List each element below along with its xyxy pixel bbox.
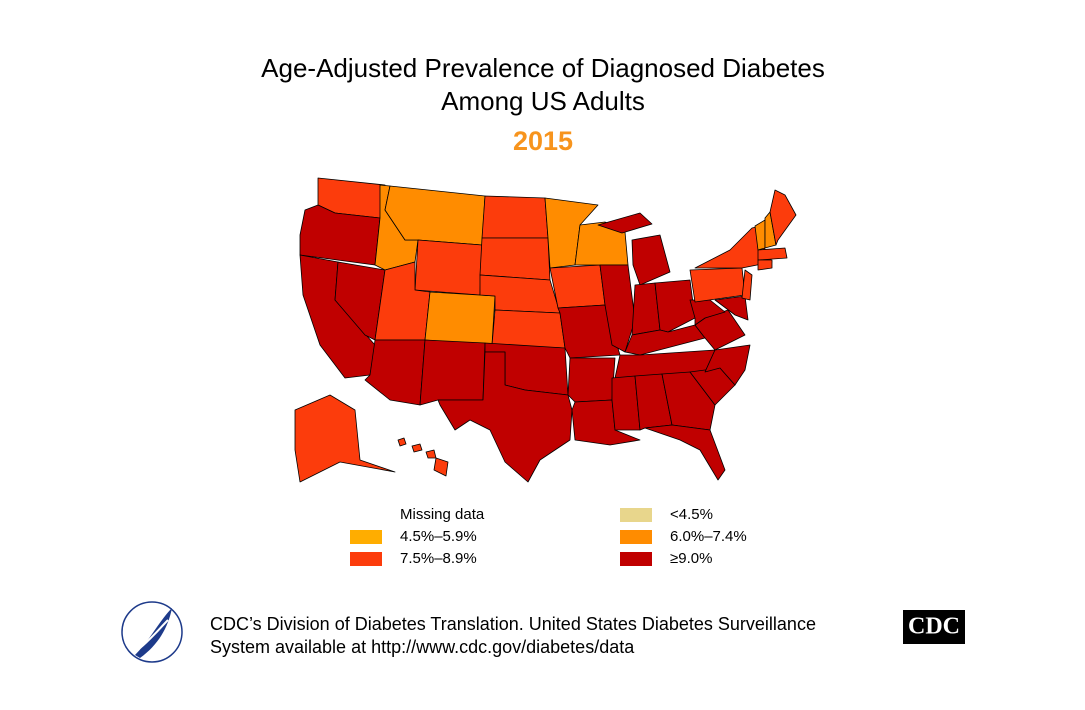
state xyxy=(424,291,496,346)
state xyxy=(741,269,753,301)
state xyxy=(481,195,549,239)
state xyxy=(425,449,437,459)
title-line: Age-Adjusted Prevalence of Diagnosed Dia… xyxy=(261,53,825,83)
state xyxy=(419,339,486,406)
us-map xyxy=(294,177,797,483)
state xyxy=(757,247,788,261)
state xyxy=(437,351,573,483)
state xyxy=(654,279,696,333)
state xyxy=(334,261,386,341)
legend-label: Missing data xyxy=(400,506,485,523)
footer-line: CDC’s Division of Diabetes Translation. … xyxy=(210,614,816,634)
state xyxy=(661,371,716,431)
logo-text: CDC xyxy=(908,614,960,640)
state xyxy=(611,375,641,431)
state xyxy=(644,424,726,481)
footer-line: System available at http://www.cdc.gov/d… xyxy=(210,637,635,657)
legend-label: 7.5%–8.9% xyxy=(400,550,477,567)
hhs-seal xyxy=(121,601,183,663)
state xyxy=(491,309,566,349)
legend: Missing data <4.5% 4.5%–5.9% 6.0%–7.4% 7.5%–… xyxy=(350,506,747,567)
legend-swatch xyxy=(620,530,652,544)
state xyxy=(364,339,426,406)
state xyxy=(757,259,773,271)
year: 2015 xyxy=(513,126,573,156)
state xyxy=(714,295,749,321)
state xyxy=(479,237,551,281)
state xyxy=(414,239,483,296)
legend-label: 6.0%–7.4% xyxy=(670,528,747,545)
cdc-logo: CDC xyxy=(903,610,965,644)
state xyxy=(624,324,706,356)
state xyxy=(549,264,606,309)
legend-label: <4.5% xyxy=(670,506,713,523)
state xyxy=(294,394,396,483)
legend-swatch xyxy=(620,508,652,522)
state xyxy=(397,437,407,447)
legend-swatch xyxy=(620,552,652,566)
state xyxy=(769,189,797,246)
legend-label: 4.5%–5.9% xyxy=(400,528,477,545)
state xyxy=(597,212,653,234)
state xyxy=(631,234,671,286)
legend-swatch xyxy=(350,530,382,544)
state xyxy=(433,457,449,477)
state xyxy=(411,443,423,453)
legend-swatch xyxy=(350,552,382,566)
title-line: Among US Adults xyxy=(441,86,645,116)
state xyxy=(567,357,616,403)
legend-label: ≥9.0% xyxy=(670,550,712,567)
